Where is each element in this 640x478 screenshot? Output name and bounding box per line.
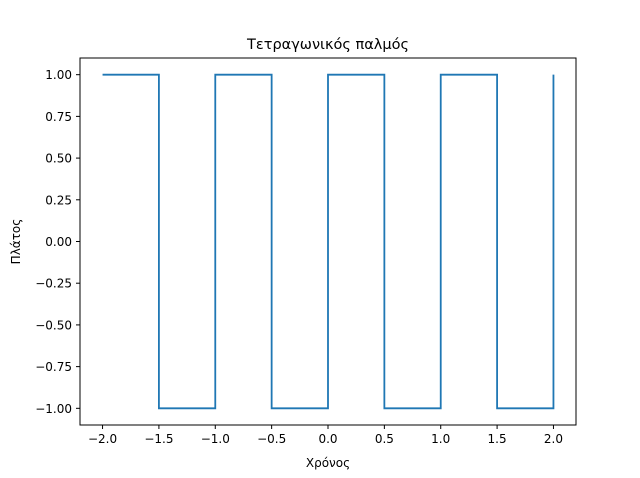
series-line-0 xyxy=(102,73,555,410)
y-tick-label: 0.25 xyxy=(45,193,72,207)
x-tick-label: 1.5 xyxy=(488,432,507,446)
x-tick-label: 2.0 xyxy=(544,432,563,446)
y-tick-label: 1.00 xyxy=(45,68,72,82)
y-ticks: 1.00 0.75 0.50 0.25 0.00 −0.25 −0.50 −0.75 −1.00 xyxy=(35,68,80,416)
x-tick-label: 0.5 xyxy=(375,432,394,446)
chart-title: Τετραγωνικός παλμός xyxy=(246,37,409,53)
x-tick-label: −1.0 xyxy=(201,432,230,446)
y-tick-label: −0.25 xyxy=(35,277,72,291)
y-tick-label: −0.75 xyxy=(35,360,72,374)
y-tick-label: 0.50 xyxy=(45,152,72,166)
x-axis-label: Χρόνος xyxy=(306,456,350,470)
y-tick-label: 0.75 xyxy=(45,110,72,124)
y-axis-label: Πλάτος xyxy=(9,219,23,265)
y-tick-label: −1.00 xyxy=(35,402,72,416)
x-tick-label: 1.0 xyxy=(431,432,450,446)
series-layer xyxy=(102,73,555,410)
plot-area: −2.0 −1.5 −1.0 −0.5 0.0 0.5 1.0 1.5 2.0 1.00 0.75… xyxy=(35,57,577,446)
x-ticks: −2.0 −1.5 −1.0 −0.5 0.0 0.5 1.0 1.5 2.0 xyxy=(88,425,563,446)
x-tick-label: −0.5 xyxy=(257,432,286,446)
y-tick-label: −0.50 xyxy=(35,318,72,332)
x-tick-label: −2.0 xyxy=(88,432,117,446)
x-tick-label: −1.5 xyxy=(144,432,173,446)
y-tick-label: 0.00 xyxy=(45,235,72,249)
x-tick-label: 0.0 xyxy=(318,432,337,446)
